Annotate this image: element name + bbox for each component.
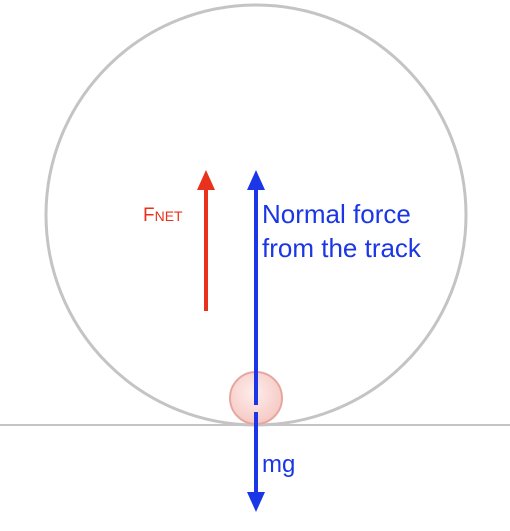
normal-force-label-line2: from the track [262,233,422,263]
net-force-label-main: F [143,205,155,226]
gravity-label: mg [262,451,295,478]
net-force-label: FNET [143,205,183,226]
normal-force-arrow [247,170,265,405]
normal-force-label-line1: Normal force [262,199,411,229]
gravity-arrow [247,412,265,512]
net-force-label-sub: NET [155,208,183,224]
net-force-arrow [197,170,215,311]
